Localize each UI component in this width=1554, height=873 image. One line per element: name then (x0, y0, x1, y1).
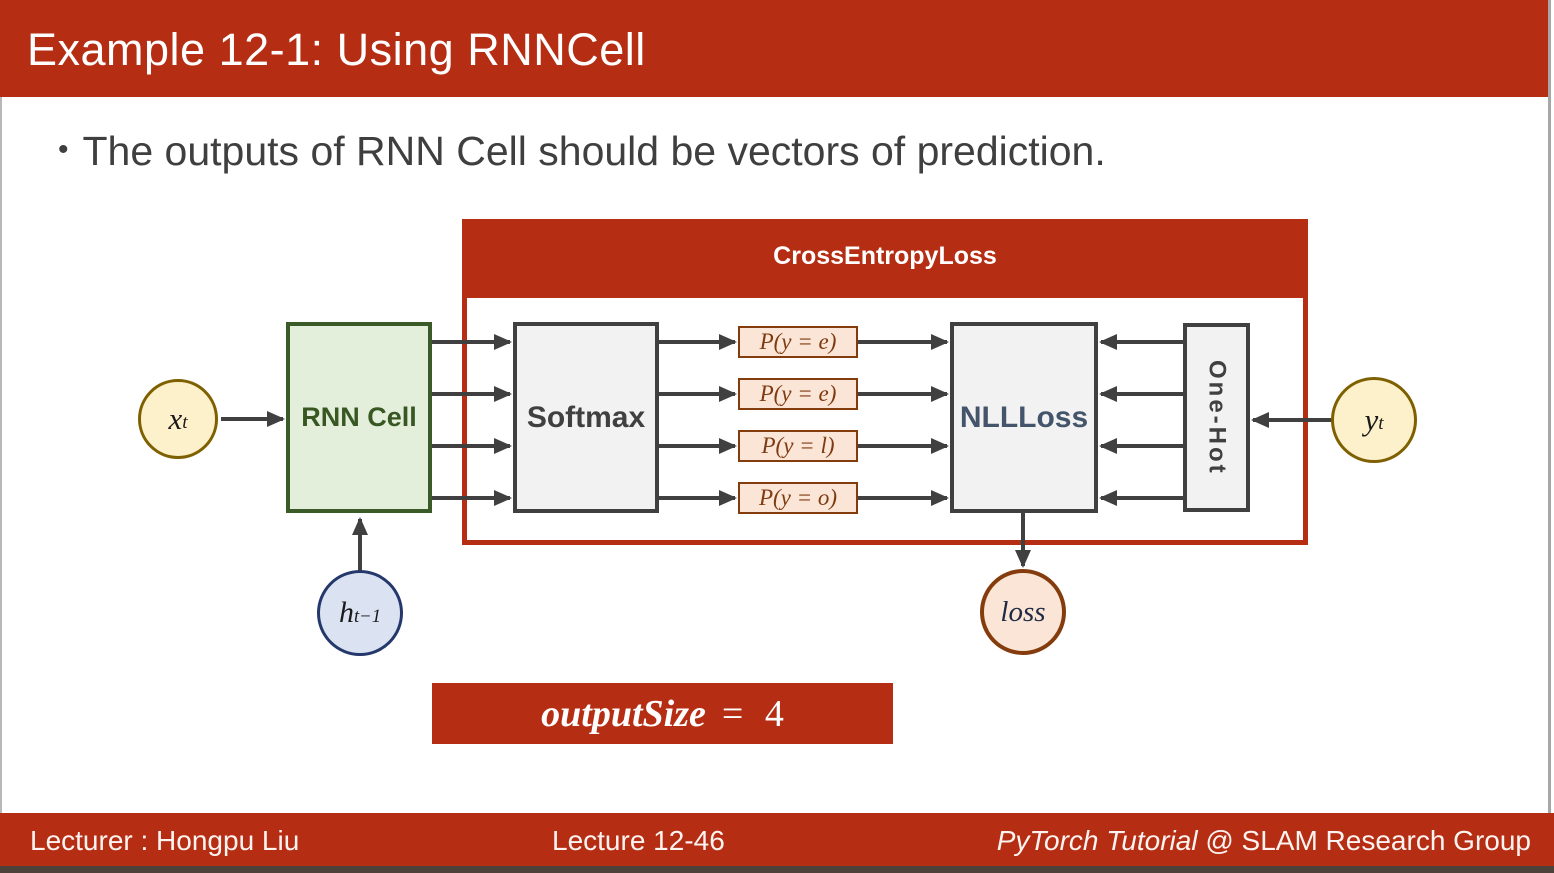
footer-lecture-number: Lecture 12-46 (552, 825, 725, 856)
prob-label-3: P(y = l) (738, 430, 858, 462)
output-size-lhs: outputSize (541, 692, 706, 735)
bullet-line: • The outputs of RNN Cell should be vecto… (58, 128, 1106, 175)
footer-course-rest: @ SLAM Research Group (1205, 825, 1531, 856)
bullet-text: The outputs of RNN Cell should be vector… (82, 128, 1106, 174)
rnn-cell-label: RNN Cell (301, 402, 417, 432)
loss-node: loss (980, 569, 1066, 655)
output-size-banner: outputSize = 4 (432, 683, 893, 744)
nllloss-label: NLLLoss (959, 400, 1089, 434)
footer-course: PyTorch Tutorial @ SLAM Research Group (997, 813, 1531, 868)
yt-base: y (1364, 402, 1379, 437)
page-title: Example 12-1: Using RNNCell (27, 24, 646, 75)
softmax-box: Softmax (513, 322, 659, 513)
prob-label-1: P(y = e) (738, 326, 858, 358)
ht-base: h (338, 596, 354, 629)
footer-course-italic: PyTorch Tutorial (996, 825, 1198, 856)
cross-entropy-loss-header: CrossEntropyLoss (462, 219, 1308, 293)
rnn-cell-box: RNN Cell (286, 322, 432, 513)
loss-label: loss (1000, 595, 1046, 628)
yt-sub: t (1378, 413, 1384, 434)
hidden-ht-node: h t−1 (317, 570, 403, 656)
footer-lecturer: Lecturer : Hongpu Liu (30, 825, 300, 856)
output-size-rhs: = 4 (721, 692, 784, 735)
cross-entropy-loss-label: CrossEntropyLoss (773, 241, 997, 270)
footer-bar: Lecturer : Hongpu Liu Lecture 12-46 PyTo… (0, 813, 1554, 866)
slide-bottom-shadow (0, 866, 1554, 873)
prob-label-4: P(y = o) (738, 482, 858, 514)
nllloss-box: NLLLoss (950, 322, 1098, 513)
slide-left-edge (0, 97, 2, 813)
softmax-label: Softmax (526, 400, 646, 434)
one-hot-box: One-Hot (1183, 323, 1250, 512)
xt-sub: t (182, 412, 188, 433)
title-bar: Example 12-1: Using RNNCell (0, 0, 1548, 97)
xt-base: x (168, 401, 183, 436)
one-hot-label: One-Hot (1203, 359, 1231, 476)
bullet-glyph: • (58, 133, 69, 166)
prob-label-2: P(y = e) (738, 378, 858, 410)
slide-right-edge (1548, 0, 1551, 813)
ht-sub: t−1 (353, 606, 381, 627)
